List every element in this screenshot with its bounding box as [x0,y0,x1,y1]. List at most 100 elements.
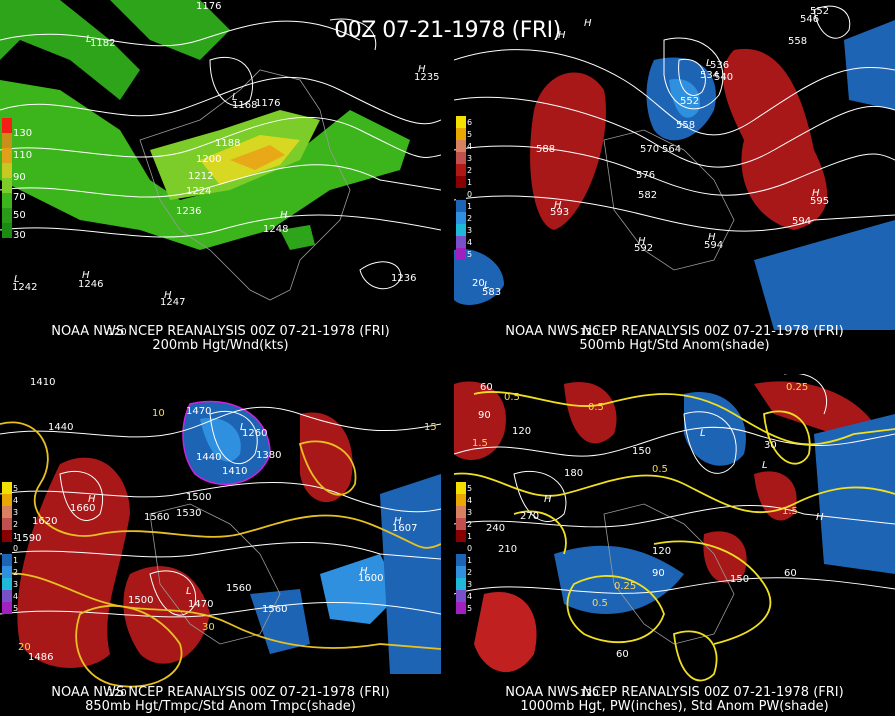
contour-label: 1235 [414,72,439,83]
high-marker: H [544,494,552,505]
caption-line1: NOAA NWS NCEP REANALYSIS 00Z 07-21-1978 … [51,324,390,339]
legend-label: 4 [467,496,473,505]
contour-label: 552 [680,96,699,107]
contour-label: 1590 [16,533,41,544]
pw-label: 0.5 [652,464,668,475]
low-marker: L [240,422,246,433]
legend-label: 4 [467,142,473,151]
temp-label: 15 [424,422,437,433]
pw-label: 0.25 [614,581,636,592]
legend-label: 4 [13,496,19,505]
legend-label: 4 [467,238,473,247]
low-marker: L [232,92,238,103]
legend-label: 2 [467,166,473,175]
low-marker: L [86,34,92,45]
temp-label: 30 [202,622,215,633]
contour-label: 60 [480,382,493,393]
legend-1000mb [456,482,466,614]
labels-500mb: 588 552 558 564 570 576 582 546 552 558 … [472,6,829,338]
contour-label: 1176 [196,1,221,12]
legend-label: 5 [13,484,19,493]
panel-200mb: 130 110 90 70 50 30 1176 1176 1188 1200 … [0,0,441,355]
legend-label: 4 [13,592,19,601]
legend-label: 1 [467,532,473,541]
labels-1000mb: 60 120 90 0.5 0.5 1.5 180 150 270 240 21… [472,382,824,699]
legend-label: 3 [467,580,473,589]
high-marker: H [812,188,820,199]
map-500mb [454,5,895,330]
contour-label: 583 [482,287,501,298]
panel-850mb: 5 4 3 2 1 0 1 2 3 4 5 1410 1440 1470 126… [0,374,441,716]
high-marker: H [638,236,646,247]
contour-label: 564 [662,144,681,155]
temp-label: 10 [152,408,165,419]
map-1000mb [454,374,895,682]
contour-label: 552 [810,6,829,17]
contour-label: 1236 [391,273,416,284]
legend-label: 4 [467,592,473,601]
temp-label: 20 [18,642,31,653]
low-marker: L [14,274,20,285]
contour-label: 1500 [128,595,153,606]
caption-line1: NOAA NWS NCEP REANALYSIS 00Z 07-21-1978 … [51,685,390,700]
contour-label: 1560 [144,512,169,523]
high-marker: H [280,210,288,221]
contour-label: 1440 [48,422,73,433]
contour-label: 1560 [262,604,287,615]
labels-200mb: 1176 1176 1188 1200 1212 1224 1236 1248 … [12,1,439,338]
panel-1000mb: 5 4 3 2 1 0 1 2 3 4 5 60 120 90 0.5 0.5 … [454,374,895,716]
contour-label: 270 [520,511,539,522]
contour-label: 1176 [255,98,280,109]
pw-label: 0.5 [588,402,604,413]
high-marker: H [82,270,90,281]
caption-line1: NOAA NWS NCEP REANALYSIS 00Z 07-21-1978 … [505,685,844,700]
caption-line2: 200mb Hgt/Wnd(kts) [152,338,289,353]
legend-label: 2 [13,520,19,529]
legend-label: 3 [467,508,473,517]
legend-label: 70 [13,192,26,203]
axis-label: -120 [104,327,127,338]
low-marker: L [700,428,706,439]
high-marker: H [708,232,716,243]
contour-label: 588 [536,144,555,155]
contour-label: 210 [498,544,517,555]
legend-200mb [2,118,12,253]
contour-label: 150 [730,574,749,585]
contour-label: 592 [634,243,653,254]
caption-line2: 500mb Hgt/Std Anom(shade) [579,338,770,353]
contour-label: 576 [636,170,655,181]
legend-label: 2 [13,568,19,577]
contour-label: 1380 [256,450,281,461]
contour-label: 595 [810,196,829,207]
contour-label: 20 [472,278,485,289]
legend-label: 0 [467,544,473,553]
contour-label: 120 [652,546,671,557]
legend-label: 30 [13,230,26,241]
contour-label: 546 [800,14,819,25]
high-marker: H [360,566,368,577]
contour-label: 1470 [188,599,213,610]
contour-label: 1560 [226,583,251,594]
contour-label: 90 [652,568,665,579]
caption-line2: 1000mb Hgt, PW(inches), Std Anom PW(shad… [520,699,829,714]
contour-label: 1182 [90,38,115,49]
contour-label: 1410 [222,466,247,477]
legend-label: 1 [467,556,473,565]
high-marker: H [88,494,96,505]
legend-label: 0 [13,544,19,553]
contour-label: 540 [714,72,733,83]
legend-label: 50 [13,210,26,221]
high-marker: H [558,30,566,41]
contour-label: 1260 [242,428,267,439]
legend-label: 2 [467,568,473,577]
contour-label: 1500 [186,492,211,503]
axis-label: -120 [576,327,599,338]
legend-label: 5 [467,130,473,139]
axis-label: -120 [576,688,599,699]
contour-label: 90 [478,410,491,421]
legend-label: 110 [13,150,33,161]
contour-label: 30 [764,440,777,451]
legend-label: 3 [467,226,473,235]
contour-label: 1168 [232,100,257,111]
legend-label: 1 [13,556,19,565]
